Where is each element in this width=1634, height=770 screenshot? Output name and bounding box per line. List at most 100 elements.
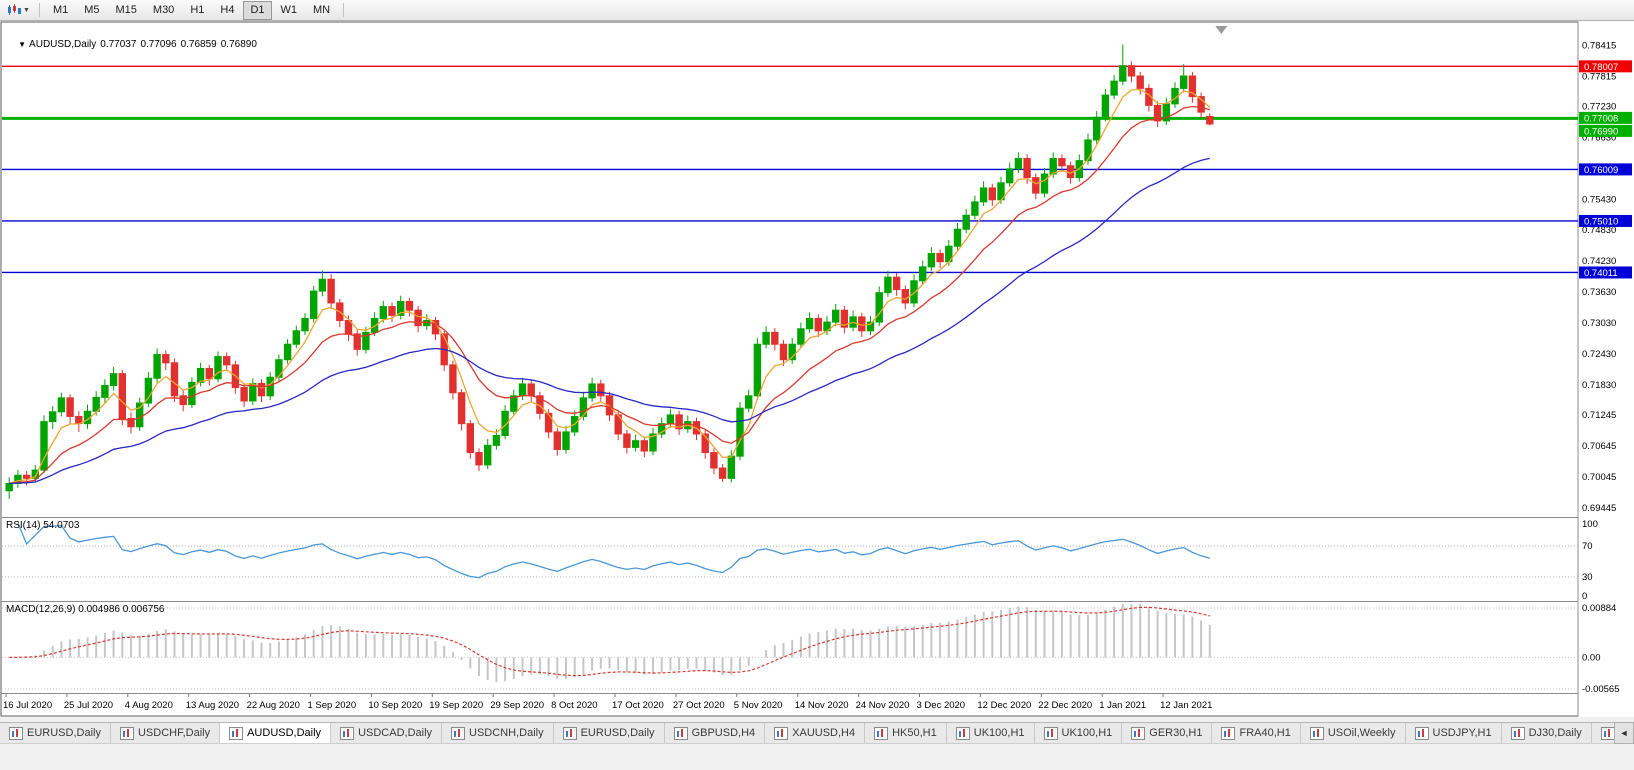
symbol-tab-eurusd-daily[interactable]: EURUSD,Daily: [0, 723, 111, 743]
chart-tab-icon: [955, 726, 970, 740]
rsi-label: RSI(14) 54.0703: [6, 520, 80, 531]
timeframe-m30[interactable]: M30: [146, 1, 181, 20]
symbol-tab-usdcnh-daily[interactable]: USDCNH,Daily: [442, 723, 554, 743]
chart-shift-marker-icon[interactable]: [1215, 26, 1228, 34]
svg-text:5 Nov 2020: 5 Nov 2020: [734, 700, 783, 711]
svg-text:0.69445: 0.69445: [1582, 503, 1616, 514]
svg-text:12 Jan 2021: 12 Jan 2021: [1160, 700, 1212, 711]
svg-text:0.78007: 0.78007: [1584, 62, 1618, 73]
price-axis: 0.78415 0.77815 0.77230 0.76630 0.75430 0.748…: [1579, 40, 1632, 514]
svg-text:70: 70: [1582, 541, 1593, 552]
tab-label: USOil,Weekly: [1327, 727, 1396, 739]
symbol-tab-hk50-h1[interactable]: HK50,H1: [865, 723, 947, 743]
chart-tab-icon: [874, 726, 889, 740]
macd-label: MACD(12,26,9) 0.004986 0.006756: [6, 604, 165, 615]
svg-text:0.70645: 0.70645: [1582, 441, 1616, 452]
svg-text:30: 30: [1582, 572, 1593, 583]
symbol-tab-ger30-h1[interactable]: GER30,H1: [1122, 723, 1213, 743]
svg-text:0.77008: 0.77008: [1584, 113, 1618, 124]
svg-text:8 Oct 2020: 8 Oct 2020: [551, 700, 597, 711]
svg-text:0: 0: [1582, 591, 1587, 602]
quote-high: 0.77096: [140, 39, 177, 50]
chart-quote-label: ▼ AUDUSD,Daily 0.77037 0.77096 0.76859 0.7689…: [7, 28, 261, 61]
chart-tab-icon: [1510, 726, 1525, 740]
symbol-tab-dj30-daily[interactable]: DJ30,Daily: [1501, 723, 1592, 743]
quote-open: 0.77037: [100, 39, 137, 50]
main-price-pane[interactable]: [2, 26, 1578, 499]
tab-label: EURUSD,Daily: [580, 727, 655, 739]
symbol-tab-uk100-h1-2[interactable]: UK100,H1: [1034, 723, 1123, 743]
symbol-tab-gbpusd-h4[interactable]: GBPUSD,H4: [664, 723, 766, 743]
symbol-tab-usdcad-daily[interactable]: USDCAD,Daily: [331, 723, 443, 743]
svg-text:100: 100: [1582, 519, 1598, 530]
tab-scroll-left-button[interactable]: ◄: [1614, 722, 1634, 744]
svg-text:29 Sep 2020: 29 Sep 2020: [490, 700, 544, 711]
timeframe-m1[interactable]: M1: [46, 1, 75, 20]
tab-label: HK50,H1: [892, 727, 937, 739]
chart-type-button[interactable]: ▼: [3, 2, 34, 18]
symbol-tab-usoil-weekly[interactable]: USOil,Weekly: [1300, 723, 1406, 743]
horizontal-level-lines[interactable]: [2, 65, 1578, 274]
timeframe-h4[interactable]: H4: [213, 1, 241, 20]
rsi-pane[interactable]: 100 70 30 0: [2, 519, 1598, 602]
candlestick-chart-icon: [8, 4, 21, 15]
svg-text:0.74830: 0.74830: [1582, 225, 1616, 236]
price-badge-0.77008: [1579, 111, 1632, 124]
timeframe-m5[interactable]: M5: [77, 1, 106, 20]
tab-label: USDCAD,Daily: [358, 727, 433, 739]
svg-text:0.78415: 0.78415: [1582, 40, 1616, 51]
scroll-left-icon: ◄: [1619, 728, 1629, 738]
svg-text:1 Sep 2020: 1 Sep 2020: [308, 700, 357, 711]
svg-text:0.76990: 0.76990: [1584, 126, 1618, 137]
svg-text:0.71830: 0.71830: [1582, 380, 1616, 391]
svg-text:0.77230: 0.77230: [1582, 101, 1616, 112]
timeframe-m15[interactable]: M15: [109, 1, 144, 20]
svg-text:0.72430: 0.72430: [1582, 349, 1616, 360]
symbol-tab-xauusd-h4[interactable]: XAUUSD,H4: [765, 723, 866, 743]
timeframe-mn[interactable]: MN: [306, 1, 337, 20]
svg-text:25 Jul 2020: 25 Jul 2020: [64, 700, 113, 711]
timeframe-h1[interactable]: H1: [183, 1, 211, 20]
symbol-tab-eurusd-daily-2[interactable]: EURUSD,Daily: [553, 723, 665, 743]
svg-text:0.71245: 0.71245: [1582, 410, 1616, 421]
svg-text:27 Oct 2020: 27 Oct 2020: [673, 700, 725, 711]
tab-label: UK100,H1: [1061, 727, 1113, 739]
svg-text:12 Dec 2020: 12 Dec 2020: [977, 700, 1031, 711]
chart-tab-icon: [1221, 726, 1236, 740]
chart-tab-icon: [119, 726, 134, 740]
symbol-tab-uk100-h1[interactable]: UK100,H1: [946, 723, 1035, 743]
quote-low: 0.76859: [180, 39, 217, 50]
svg-text:17 Oct 2020: 17 Oct 2020: [612, 700, 664, 711]
symbol-tab-usdjpy-h1[interactable]: USDJPY,H1: [1405, 723, 1502, 743]
symbol-tab-audusd-daily[interactable]: AUDUSD,Daily: [220, 723, 332, 743]
symbol-timeframe-label: AUDUSD,Daily: [29, 39, 97, 50]
tab-label: DJ30,Daily: [1528, 727, 1582, 739]
svg-text:0.73630: 0.73630: [1582, 287, 1616, 298]
symbol-tabbar: EURUSD,Daily USDCHF,Daily AUDUSD,Daily U…: [0, 722, 1634, 744]
chart-tab-icon: [1600, 726, 1615, 740]
symbol-tab-usdchf-daily[interactable]: USDCHF,Daily: [110, 723, 221, 743]
svg-text:-0.00565: -0.00565: [1582, 684, 1620, 695]
chart-tab-icon: [1131, 726, 1146, 740]
chart-tab-icon: [1414, 726, 1429, 740]
svg-text:0.74011: 0.74011: [1584, 268, 1618, 279]
chart-tab-icon: [9, 726, 23, 740]
tab-label: GER30,H1: [1149, 727, 1203, 739]
tab-label: EURUSD,Daily: [27, 727, 101, 739]
timeframe-d1[interactable]: D1: [243, 0, 272, 20]
tab-label: USDCNH,Daily: [469, 727, 544, 739]
svg-text:0.00884: 0.00884: [1582, 603, 1616, 614]
svg-text:13 Aug 2020: 13 Aug 2020: [186, 700, 239, 711]
ma-fast-line: [9, 88, 1211, 485]
symbol-tab-fra40-h1[interactable]: FRA40,H1: [1212, 723, 1301, 743]
macd-pane[interactable]: 0.00884 0.00 -0.00565: [2, 603, 1620, 695]
collapse-triangle-icon[interactable]: ▼: [18, 40, 27, 49]
timeframe-w1[interactable]: W1: [274, 1, 305, 20]
rsi-line: [17, 522, 1210, 579]
chart-tab-icon: [451, 726, 466, 740]
svg-text:0.70045: 0.70045: [1582, 472, 1616, 483]
svg-text:14 Nov 2020: 14 Nov 2020: [795, 700, 849, 711]
svg-text:3 Dec 2020: 3 Dec 2020: [917, 700, 966, 711]
